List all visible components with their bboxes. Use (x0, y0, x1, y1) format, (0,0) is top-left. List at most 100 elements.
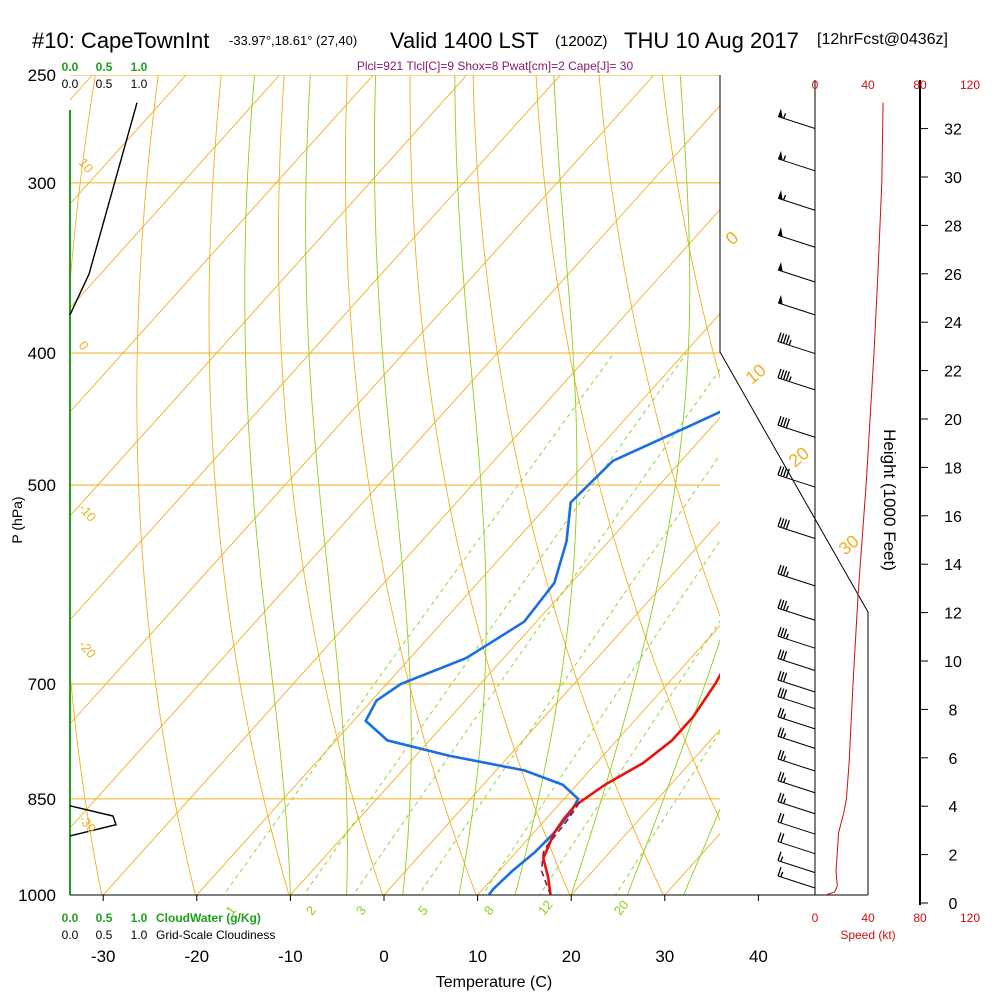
wind-barb (777, 368, 816, 391)
height-tick-label: 14 (944, 557, 962, 574)
stability-indices: Plcl=921 Tlcl[C]=9 Shox=8 Pwat[cm]=2 Cap… (357, 59, 634, 73)
wind-barb-half (785, 605, 789, 612)
dry-adiabat-label: 0 (722, 227, 743, 249)
wind-barb (777, 517, 816, 539)
moist-adiabat-line (305, 75, 348, 895)
wind-barb-flag (778, 227, 783, 237)
wind-barb-full (780, 671, 785, 682)
pressure-tick-label: 400 (28, 344, 56, 363)
wind-speed-tick-bottom: 40 (861, 911, 875, 925)
wind-barb-flag (778, 190, 783, 200)
wind-barb (777, 866, 816, 889)
wind-barb-flag (778, 150, 783, 161)
valid-zulu: (1200Z) (555, 33, 608, 50)
cloudiness-tick-bottom: 0.0 (62, 928, 79, 942)
wind-barb-full (782, 672, 788, 683)
wind-barb (777, 707, 816, 730)
wind-barb (777, 832, 816, 855)
wind-barb-half (780, 856, 784, 862)
dry-adiabat-label: 10 (742, 360, 770, 388)
wind-barb (777, 649, 816, 671)
pressure-tick-label: 500 (28, 476, 56, 495)
wind-barb-flag (778, 262, 783, 272)
dry-adiabat-line (208, 75, 290, 895)
wind-barb-half (782, 798, 787, 804)
height-tick-label: 12 (944, 606, 962, 623)
wind-barb-staff (777, 875, 816, 889)
wind-barb-full (780, 728, 785, 738)
wind-barb-half (785, 571, 789, 577)
wind-speed-tick-bottom: 0 (812, 911, 819, 925)
wind-panel (777, 102, 884, 896)
dry-adiabat-line (846, 51, 1000, 924)
dry-adiabat-line (535, 75, 720, 821)
cloudiness-profile (69, 102, 138, 837)
wind-barb-staff (777, 269, 816, 283)
dry-adiabat-line (136, 75, 196, 895)
wind-barb (777, 465, 816, 488)
wind-barb-full (785, 371, 790, 381)
wind-barb-full (782, 467, 788, 478)
wind-barb-half (785, 633, 789, 640)
wind-barb (777, 851, 816, 874)
isotherm-line (852, 75, 1000, 895)
wind-barb-full (777, 771, 782, 781)
wind-barb-full (782, 689, 788, 699)
wind-barb-full (785, 468, 790, 478)
wind-barb-full (780, 466, 785, 477)
isotherm-label: -20 (76, 637, 100, 661)
moist-adiabat-line (683, 808, 720, 895)
wind-barb-full (780, 750, 785, 761)
valid-time: Valid 1400 LST (390, 28, 539, 53)
wind-barb (777, 687, 816, 710)
wind-barb-full (780, 627, 785, 638)
wind-barb-full (777, 727, 782, 737)
wind-barb-full (785, 335, 790, 345)
right-boundary-line (719, 75, 869, 895)
wind-barb-full (782, 600, 788, 611)
isotherm-line (70, 75, 374, 413)
isotherm-line (383, 520, 720, 895)
mixing-ratio-label: 5 (415, 903, 431, 918)
wind-barb-staff (777, 197, 816, 211)
wind-barb-half (782, 755, 787, 762)
wind-barb (777, 749, 816, 772)
wind-barb (777, 294, 816, 316)
wind-barb-full (777, 707, 782, 718)
wind-barb-full (777, 670, 782, 681)
wind-barb-half (788, 376, 792, 382)
dry-adiabat-line (409, 75, 571, 895)
wind-barb-full (780, 688, 785, 698)
thermo-grid (70, 51, 1000, 924)
wind-barb-half (782, 194, 787, 201)
height-tick-label: 24 (944, 315, 962, 332)
cloudiness-tick-bottom: 0.5 (96, 928, 113, 942)
wind-barb-full (782, 519, 788, 529)
forecast-info: [12hrFcst@0436z] (817, 31, 948, 48)
dry-adiabat-line (344, 75, 477, 895)
moist-adiabat-line (570, 75, 691, 895)
wind-barb (777, 626, 816, 649)
wind-barb-full (777, 332, 782, 342)
wind-barb-half (780, 871, 784, 878)
wind-barb-full (777, 812, 782, 823)
isotherm-line (477, 624, 720, 895)
wind-barb-half (782, 113, 787, 119)
cloudiness-upper (69, 102, 138, 316)
mixing-ratio-line (352, 368, 720, 895)
wind-barb-full (780, 650, 785, 660)
mixing-ratio-label: 20 (611, 897, 632, 918)
wind-barb (777, 150, 816, 172)
surface-dewpoint-marker (495, 896, 503, 904)
wind-barb (777, 262, 816, 283)
wind-barb-full (777, 832, 782, 842)
wind-barb (777, 416, 816, 438)
wind-barb-full (782, 566, 788, 576)
wind-barb-full (780, 369, 785, 379)
pressure-tick-label: 700 (28, 675, 56, 694)
cloud-water-tick-bottom: 1.0 (131, 911, 148, 925)
wind-barb-flag (778, 108, 783, 119)
wind-barb-full (780, 793, 785, 803)
pressure-tick-label: 1000 (18, 886, 56, 905)
